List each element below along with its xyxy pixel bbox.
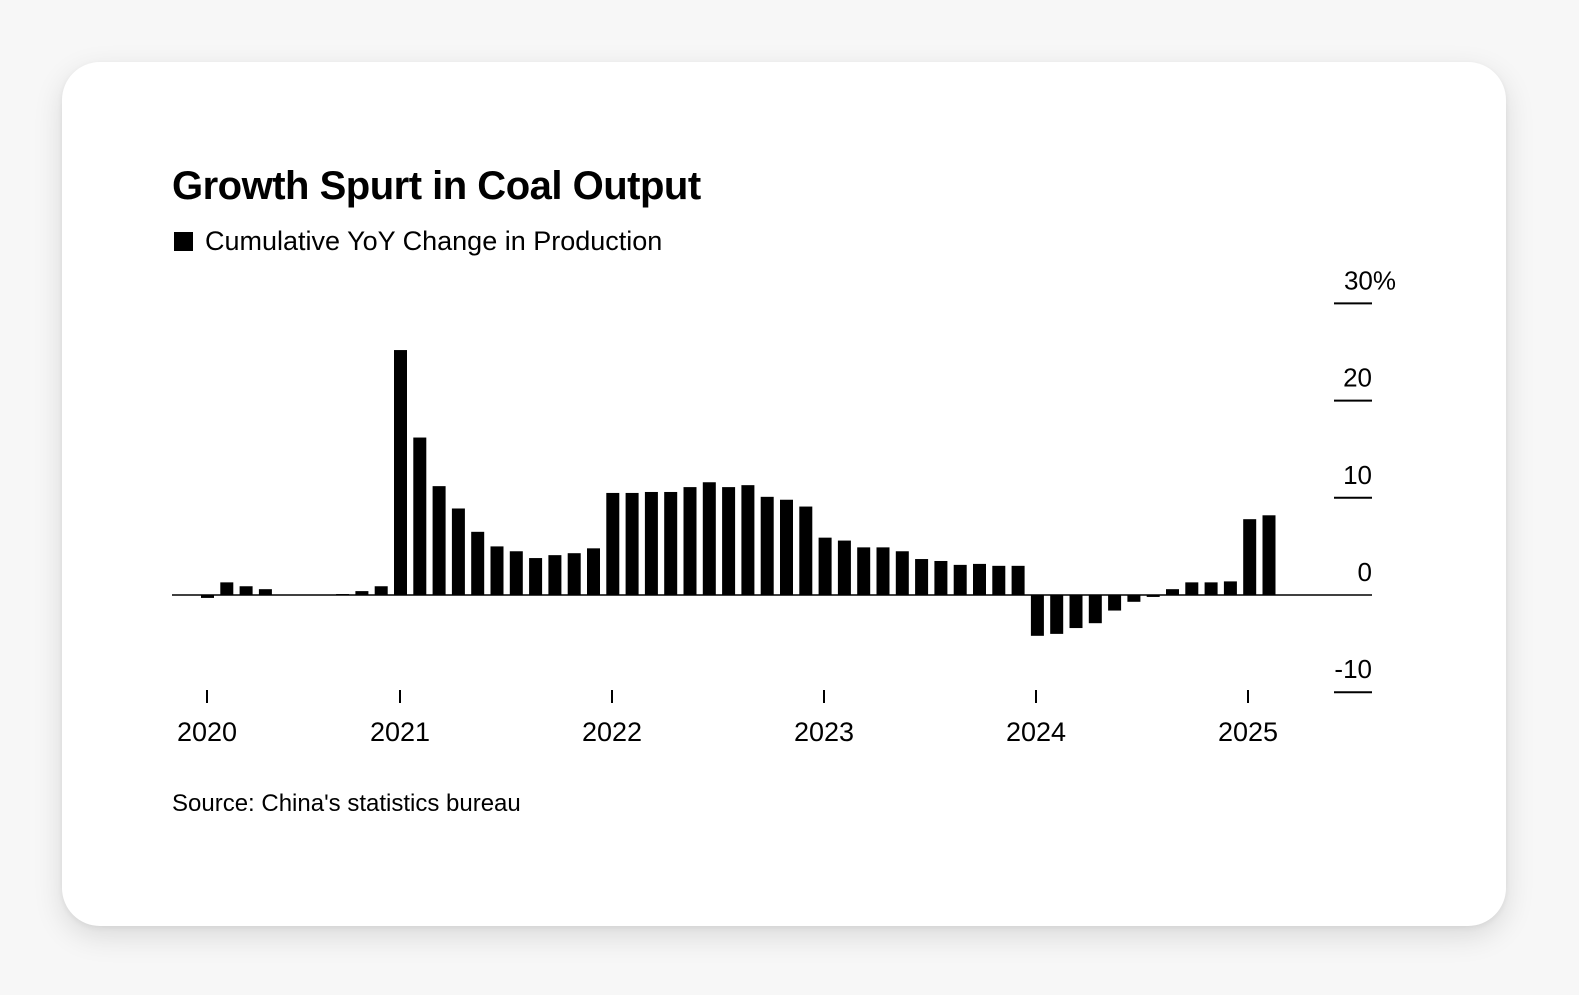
- bar: [876, 547, 890, 595]
- bar: [336, 594, 350, 595]
- y-tick-label: 0: [1358, 557, 1372, 587]
- x-tick-label: 2020: [177, 717, 237, 747]
- bar: [760, 496, 774, 595]
- bar: [1011, 565, 1025, 595]
- legend-swatch: [174, 232, 193, 251]
- bar: [953, 564, 967, 595]
- bar: [818, 537, 832, 595]
- x-tick-label: 2022: [582, 717, 642, 747]
- bar: [1088, 595, 1102, 624]
- bar: [258, 589, 272, 595]
- bar: [509, 551, 523, 595]
- legend: Cumulative YoY Change in Production: [174, 226, 662, 257]
- bar: [799, 506, 813, 595]
- bar: [394, 350, 407, 595]
- bar: [644, 491, 658, 595]
- bar: [220, 582, 234, 595]
- x-tick-label: 2024: [1006, 717, 1066, 747]
- bar: [741, 485, 755, 595]
- y-tick-label: 10: [1343, 460, 1372, 490]
- bar: [1204, 582, 1218, 595]
- bar: [1069, 595, 1083, 629]
- bar: [973, 563, 986, 595]
- bar: [992, 565, 1006, 595]
- bar: [1108, 595, 1122, 611]
- bar: [895, 551, 909, 595]
- source-note: Source: China's statistics bureau: [172, 790, 521, 817]
- bar: [857, 547, 871, 595]
- bar: [837, 540, 851, 595]
- bar: [1146, 595, 1160, 597]
- bar: [239, 586, 253, 595]
- x-tick-label: 2025: [1218, 717, 1278, 747]
- bar: [1185, 582, 1199, 595]
- x-tick-label: 2021: [370, 717, 430, 747]
- y-tick-label: 30%: [1344, 265, 1396, 295]
- bar: [374, 586, 388, 595]
- bar: [355, 591, 369, 595]
- bar: [722, 487, 736, 595]
- bar: [1243, 519, 1257, 595]
- bar-group: [172, 350, 1372, 636]
- chart-card: Growth Spurt in Coal Output Cumulative Y…: [62, 62, 1506, 926]
- bar: [915, 559, 929, 595]
- y-axis: 30% 20 10 0 -10: [1334, 265, 1396, 694]
- bar: [451, 508, 465, 595]
- bar: [490, 546, 504, 595]
- x-axis: 2020 2021 2022 2023 2024 2025: [177, 690, 1278, 747]
- bar: [1050, 595, 1064, 634]
- bar: [683, 487, 697, 595]
- y-tick-label: 20: [1343, 363, 1372, 393]
- bar: [567, 553, 581, 595]
- bar: [780, 499, 793, 595]
- bar: [1262, 515, 1276, 595]
- bar: [934, 560, 948, 595]
- bar: [201, 595, 214, 598]
- bar: [587, 548, 600, 595]
- bar: [529, 558, 543, 595]
- bar: [1223, 581, 1237, 595]
- bar: [1030, 595, 1044, 636]
- y-tick-label: -10: [1334, 654, 1372, 684]
- legend-label: Cumulative YoY Change in Production: [205, 226, 663, 256]
- bar: [432, 486, 446, 595]
- bar: [1166, 589, 1179, 595]
- x-tick-label: 2023: [794, 717, 854, 747]
- bar: [471, 531, 485, 595]
- chart-title: Growth Spurt in Coal Output: [172, 164, 701, 208]
- bar: [1127, 595, 1141, 602]
- bar: [606, 492, 620, 595]
- bar: [664, 491, 678, 595]
- bar: [548, 555, 562, 595]
- bar: [702, 482, 716, 595]
- bar: [413, 437, 427, 595]
- bar: [625, 492, 639, 595]
